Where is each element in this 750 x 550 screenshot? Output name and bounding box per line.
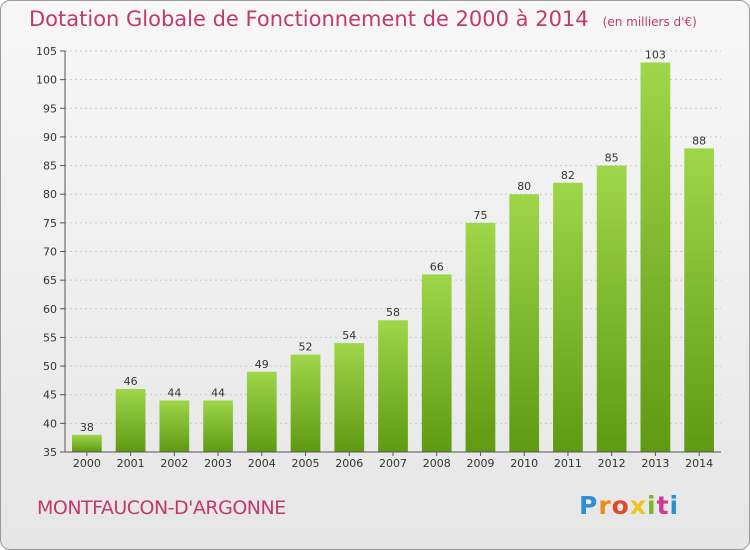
x-tick-label: 2001	[117, 457, 145, 470]
chart-title-text: Dotation Globale de Fonctionnement de 20…	[29, 7, 589, 31]
logo-letter: o	[611, 491, 630, 520]
x-tick-label: 2000	[73, 457, 101, 470]
y-tick-label: 65	[43, 274, 57, 287]
x-tick-label: 2006	[335, 457, 363, 470]
x-tick-label: 2005	[292, 457, 320, 470]
data-label: 66	[430, 260, 444, 273]
bar	[553, 182, 583, 452]
data-label: 38	[80, 421, 94, 434]
y-tick-label: 45	[43, 389, 57, 402]
y-tick-label: 105	[36, 45, 57, 58]
chart-title: Dotation Globale de Fonctionnement de 20…	[29, 7, 697, 31]
x-tick-label: 2009	[466, 457, 494, 470]
data-label: 75	[473, 209, 487, 222]
logo-letter: P	[579, 491, 599, 520]
chart-subtitle: (en milliers d'€)	[602, 15, 697, 29]
y-tick-label: 70	[43, 246, 57, 259]
commune-name: MONTFAUCON-D'ARGONNE	[37, 497, 286, 519]
bar	[115, 388, 146, 452]
data-label: 103	[645, 48, 666, 61]
data-label: 58	[386, 306, 400, 319]
x-tick-label: 2013	[641, 457, 669, 470]
y-tick-label: 40	[43, 417, 57, 430]
data-label: 46	[124, 375, 138, 388]
bar	[246, 371, 277, 452]
bar	[334, 343, 365, 452]
x-tick-label: 2007	[379, 457, 407, 470]
x-tick-label: 2010	[510, 457, 538, 470]
data-label: 44	[167, 386, 181, 399]
y-tick-label: 55	[43, 331, 57, 344]
data-label: 54	[342, 329, 356, 342]
bar	[640, 62, 671, 452]
data-label: 49	[255, 358, 269, 371]
x-tick-label: 2012	[598, 457, 626, 470]
bar	[421, 274, 452, 452]
proxiti-logo: Proxiti	[579, 491, 679, 520]
bar	[159, 400, 190, 452]
x-tick-label: 2008	[423, 457, 451, 470]
axes: 35 40 45 50 55 60 65 70 75 80 85 90 95 100 105 2000 2001…	[36, 45, 721, 470]
y-tick-label: 80	[43, 188, 57, 201]
bars	[71, 62, 715, 453]
logo-letter: x	[629, 491, 647, 520]
y-tick-label: 75	[43, 217, 57, 230]
logo-letter: t	[656, 491, 670, 520]
bar	[71, 434, 102, 452]
y-tick-label: 35	[43, 446, 57, 459]
data-label: 85	[605, 152, 619, 165]
bar	[684, 148, 715, 452]
x-tick-label: 2014	[685, 457, 713, 470]
bar	[290, 354, 321, 452]
x-tick-label: 2002	[160, 457, 188, 470]
y-tick-label: 95	[43, 102, 57, 115]
logo-letter: i	[669, 491, 680, 520]
data-labels: 38 46 44 44 49 52 54 58 66 75 80 82 85 103 88	[80, 48, 706, 433]
data-label: 80	[517, 180, 531, 193]
y-tick-label: 90	[43, 131, 57, 144]
data-label: 44	[211, 386, 225, 399]
data-label: 88	[692, 134, 706, 147]
x-tick-label: 2011	[554, 457, 582, 470]
bar	[465, 222, 496, 452]
data-label: 52	[299, 341, 313, 354]
x-tick-label: 2004	[248, 457, 276, 470]
data-label: 82	[561, 169, 575, 182]
y-tick-label: 100	[36, 74, 57, 87]
y-tick-label: 85	[43, 160, 57, 173]
y-tick-label: 60	[43, 303, 57, 316]
bar	[509, 194, 540, 452]
bar	[378, 320, 408, 452]
logo-letter: r	[598, 491, 612, 520]
y-tick-label: 50	[43, 360, 57, 373]
bar	[596, 165, 627, 453]
bar	[203, 400, 233, 452]
logo-letter: i	[647, 491, 657, 520]
x-tick-label: 2003	[204, 457, 232, 470]
